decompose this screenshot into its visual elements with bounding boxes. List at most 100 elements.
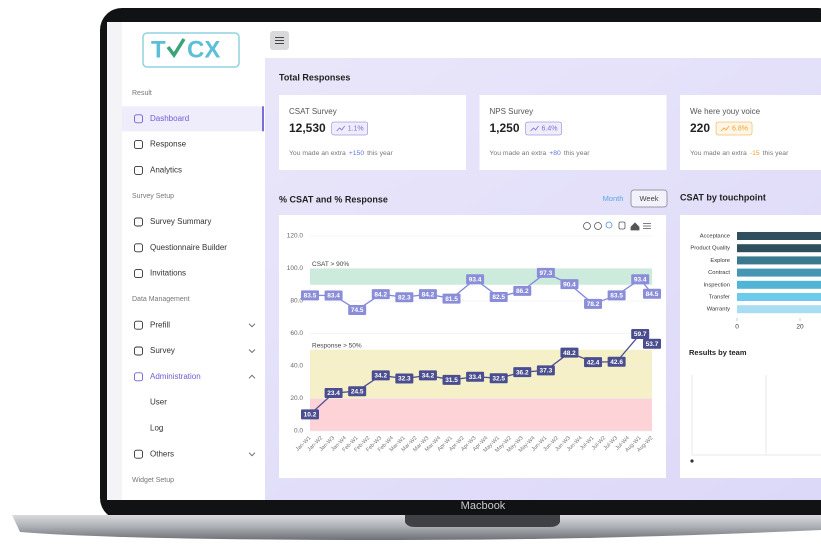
point-label-box <box>395 292 414 303</box>
point-label: 83.5 <box>304 293 317 300</box>
logo-right: CX <box>187 36 220 63</box>
sidebar-item[interactable]: Questionnaire Builder <box>134 243 228 253</box>
point-label-box <box>584 357 603 368</box>
sidebar-label: Invitations <box>150 269 186 278</box>
sidebar-item[interactable]: Response <box>134 140 187 150</box>
card-value: 1,250 <box>490 121 520 135</box>
sidebar-item[interactable]: Dashboard <box>122 106 264 132</box>
bar <box>737 256 821 265</box>
sidebar-item[interactable]: Log <box>150 424 163 433</box>
chart-title: % CSAT and % Response <box>279 194 388 204</box>
sidebar-item[interactable]: Analytics <box>134 166 183 175</box>
base-notch <box>405 515 560 527</box>
sidebar-item[interactable]: Survey <box>134 346 256 356</box>
chart-menu[interactable] <box>643 223 651 229</box>
point-label: 93.4 <box>634 276 647 283</box>
sidebar-item[interactable]: Administration <box>134 372 256 382</box>
point-label: 82.5 <box>492 294 505 301</box>
section-title: Total Responses <box>279 72 350 82</box>
bar <box>737 280 821 289</box>
note-extra: +80 <box>549 150 561 157</box>
point-label-box <box>631 328 650 339</box>
bar <box>737 268 821 277</box>
chart-toolbar <box>583 221 651 231</box>
sidebar-icon <box>134 217 143 227</box>
sidebar-label: Analytics <box>150 166 182 175</box>
sidebar-icon <box>134 269 143 279</box>
home[interactable] <box>630 222 640 231</box>
pan[interactable] <box>618 221 626 230</box>
point-label: 84.2 <box>422 291 435 298</box>
series-line <box>309 333 653 415</box>
point-label-box <box>442 293 461 304</box>
sidebar-label: Log <box>150 424 163 433</box>
category-label: Explore <box>710 258 730 264</box>
zoom-out[interactable] <box>594 222 602 230</box>
sidebar-label: Dashboard <box>150 114 189 123</box>
device-label: Macbook <box>461 500 506 512</box>
point-label-box <box>513 285 532 296</box>
note-prefix: You made an extra <box>289 150 346 157</box>
x-tick-label: 0 <box>735 324 739 331</box>
change-text: 1.1% <box>348 125 364 132</box>
sidebar-label: Others <box>150 449 174 458</box>
zoom[interactable] <box>605 221 613 229</box>
card-note: You made an extra +150 this year <box>289 150 394 157</box>
stat-card <box>479 95 667 170</box>
bar <box>737 244 821 253</box>
sidebar-item[interactable]: Others <box>134 449 256 459</box>
category-label: Product Quality <box>690 246 730 252</box>
note-suffix: this year <box>564 150 590 157</box>
sidebar-item[interactable]: Survey Summary <box>134 217 212 227</box>
category-label: Contract <box>708 270 730 276</box>
toggle-week-button[interactable] <box>630 189 668 208</box>
team-title: Results by team <box>689 348 747 357</box>
zoom-in[interactable] <box>583 222 591 230</box>
chart-panel <box>279 215 666 478</box>
point-label-box <box>301 409 319 420</box>
sidebar-label: Survey <box>150 346 175 355</box>
category-label: Inspection <box>704 282 730 288</box>
chevron <box>248 452 256 457</box>
chevron <box>248 349 256 354</box>
sidebar-item[interactable]: Prefill <box>134 320 256 330</box>
point-label-box <box>371 289 390 300</box>
stat-card <box>279 95 466 170</box>
sidebar-icon <box>134 114 143 124</box>
point-label-box <box>643 288 661 299</box>
point-label: 84.2 <box>374 291 387 298</box>
point-label-box <box>418 289 437 300</box>
change-arrow <box>530 125 539 132</box>
y-tick-label: 100.0 <box>287 265 304 272</box>
point-label-box <box>489 373 508 384</box>
point-label: 24.5 <box>351 388 364 395</box>
sidebar-section-title: Widget Setup <box>132 477 174 484</box>
touchpoint-title: CSAT by touchpoint <box>680 192 766 202</box>
sidebar-item[interactable]: User <box>150 398 167 407</box>
change-badge <box>331 121 368 136</box>
change-text: 6.8% <box>732 125 748 132</box>
point-label: 31.5 <box>445 377 458 384</box>
menu-icon <box>275 37 284 44</box>
note-suffix: this year <box>367 150 393 157</box>
sidebar-section-title: Data Management <box>132 296 190 303</box>
band-label: CSAT > 90% <box>312 261 349 268</box>
card-value: 220 <box>690 121 710 135</box>
toggle-week[interactable]: Week <box>639 194 658 203</box>
band <box>310 398 652 431</box>
y-tick-label: 80.0 <box>290 298 303 305</box>
point-label: 84.5 <box>646 291 659 298</box>
point-label-box <box>395 373 414 384</box>
y-tick-label: 40.0 <box>290 363 303 370</box>
toggle-month[interactable]: Month <box>603 194 624 203</box>
point-label: 34.2 <box>374 373 387 380</box>
sidebar-item[interactable]: Invitations <box>134 269 187 279</box>
point-label-box <box>536 365 555 376</box>
point-label-box <box>643 338 661 349</box>
topbar <box>265 22 821 58</box>
point-label: 33.4 <box>469 374 482 381</box>
point-label-box <box>466 371 485 382</box>
point-label: 53.7 <box>646 341 659 348</box>
change-badge <box>525 121 562 136</box>
point-label: 78.2 <box>587 301 600 308</box>
